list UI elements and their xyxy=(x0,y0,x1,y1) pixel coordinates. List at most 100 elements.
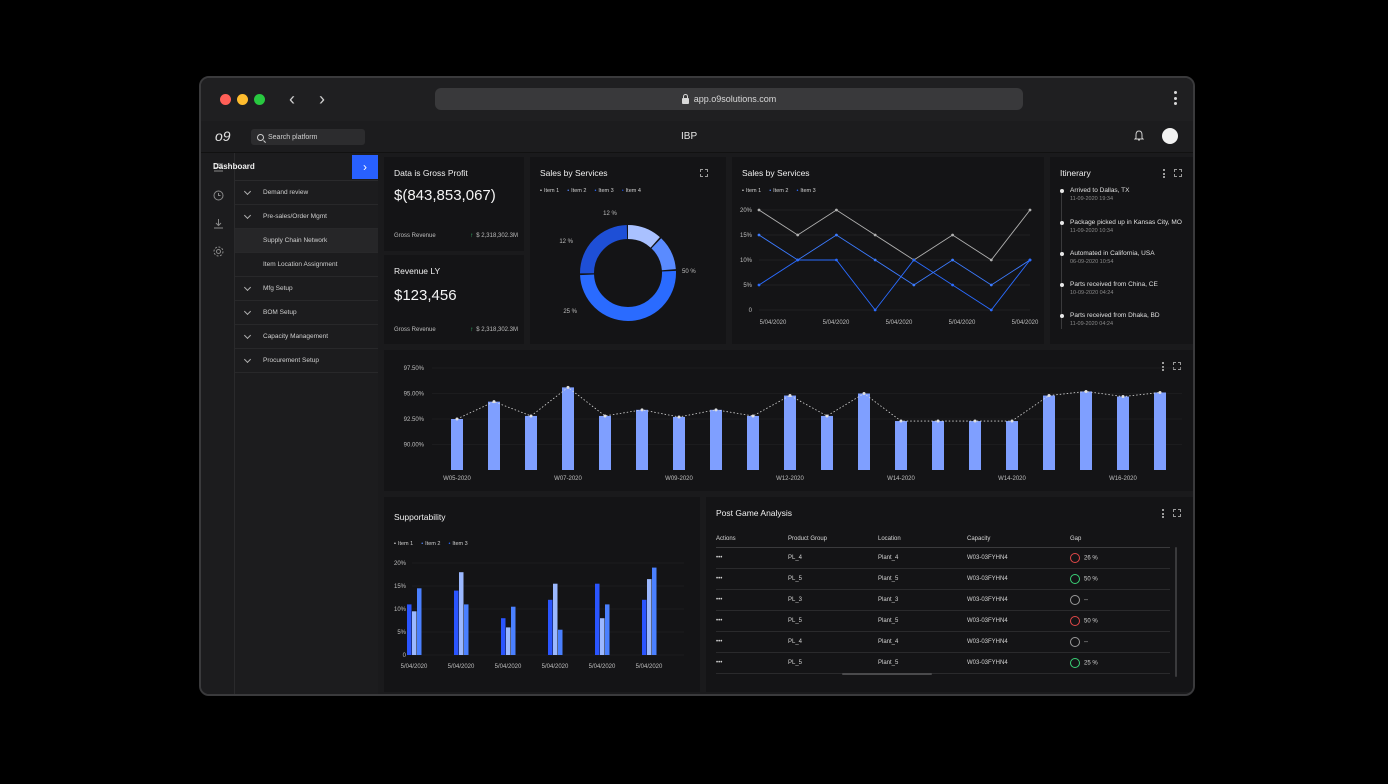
row-actions-button[interactable]: ••• xyxy=(716,589,788,611)
bar[interactable] xyxy=(506,627,511,655)
table-row[interactable]: ••• PL_4 Plant_4 W03-03FYHN4 -- xyxy=(716,631,1170,653)
sidebar-item-item-location[interactable]: Item Location Assignment xyxy=(235,253,378,277)
itinerary-item[interactable]: Package picked up in Kansas City, MO 11-0… xyxy=(1070,219,1182,234)
more-options-icon[interactable] xyxy=(1162,509,1164,518)
search-input[interactable]: Search platform xyxy=(251,129,365,145)
line-series[interactable] xyxy=(758,234,1031,286)
bar[interactable] xyxy=(599,415,611,470)
itinerary-item[interactable]: Parts received from Dhaka, BD 11-09-2020 … xyxy=(1070,312,1160,327)
row-actions-button[interactable]: ••• xyxy=(716,631,788,653)
line-point[interactable] xyxy=(912,283,916,287)
bar[interactable] xyxy=(605,604,610,655)
line-series[interactable] xyxy=(758,209,1031,261)
bar[interactable] xyxy=(525,415,537,470)
row-actions-button[interactable]: ••• xyxy=(716,547,788,569)
sidebar-item-demand-review[interactable]: Demand review xyxy=(235,181,378,205)
bar[interactable] xyxy=(710,409,722,470)
bar[interactable] xyxy=(558,629,563,655)
donut-slice[interactable] xyxy=(580,225,676,321)
minimize-window-button[interactable] xyxy=(237,94,248,105)
bar[interactable] xyxy=(895,421,907,470)
expand-icon[interactable] xyxy=(1173,509,1181,517)
row-actions-button[interactable]: ••• xyxy=(716,652,788,674)
itinerary-item[interactable]: Arrived to Dallas, TX 11-09-2020 19:34 xyxy=(1070,187,1129,202)
line-point[interactable] xyxy=(951,233,954,237)
line-point[interactable] xyxy=(873,308,877,312)
bar[interactable] xyxy=(858,393,870,471)
bar[interactable] xyxy=(636,409,648,470)
table-row[interactable]: ••• PL_3 Plant_3 W03-03FYHN4 -- xyxy=(716,589,1170,611)
browser-menu-icon[interactable] xyxy=(1174,91,1177,105)
bar[interactable] xyxy=(1080,391,1092,470)
collapse-sidebar-button[interactable]: › xyxy=(352,154,378,179)
line-point[interactable] xyxy=(835,233,838,237)
line-point[interactable] xyxy=(951,258,954,262)
table-row[interactable]: ••• PL_5 Plant_5 W03-03FYHN4 50 % xyxy=(716,568,1170,590)
sidebar-item-presales[interactable]: Pre-sales/Order Mgmt xyxy=(235,205,378,229)
clock-icon[interactable] xyxy=(213,190,224,201)
expand-icon[interactable] xyxy=(1174,169,1182,177)
expand-icon[interactable] xyxy=(1173,362,1181,370)
bar[interactable] xyxy=(501,618,506,655)
avatar[interactable] xyxy=(1162,128,1178,144)
line-point[interactable] xyxy=(989,283,993,287)
sidebar-item-capacity[interactable]: Capacity Management xyxy=(235,325,378,349)
bar[interactable] xyxy=(969,421,981,470)
line-point[interactable] xyxy=(835,258,838,262)
bar[interactable] xyxy=(451,419,463,470)
row-actions-button[interactable]: ••• xyxy=(716,568,788,590)
bar[interactable] xyxy=(747,415,759,470)
bar[interactable] xyxy=(412,611,417,655)
bar[interactable] xyxy=(932,421,944,470)
download-icon[interactable] xyxy=(213,218,224,229)
forward-arrow-icon[interactable]: › xyxy=(319,89,325,109)
bar[interactable] xyxy=(1117,396,1129,470)
bar[interactable] xyxy=(511,606,516,655)
bar[interactable] xyxy=(642,599,647,655)
column-header[interactable]: Capacity xyxy=(967,531,1070,548)
line-point[interactable] xyxy=(757,233,761,237)
bar[interactable] xyxy=(600,618,605,655)
table-row[interactable]: ••• PL_4 Plant_4 W03-03FYHN4 26 % xyxy=(716,547,1170,569)
bar[interactable] xyxy=(595,583,600,655)
bar[interactable] xyxy=(647,579,652,655)
line-point[interactable] xyxy=(989,258,993,262)
line-point[interactable] xyxy=(796,258,800,262)
bar[interactable] xyxy=(454,590,459,655)
back-arrow-icon[interactable]: ‹ xyxy=(289,89,295,109)
line-point[interactable] xyxy=(951,283,954,287)
itinerary-item[interactable]: Parts received from China, CE 10-09-2020 … xyxy=(1070,281,1158,296)
donut-slice[interactable] xyxy=(580,225,676,321)
bar[interactable] xyxy=(548,599,553,655)
row-actions-button[interactable]: ••• xyxy=(716,610,788,632)
bar[interactable] xyxy=(464,604,469,655)
line-point[interactable] xyxy=(873,258,877,262)
menu-icon[interactable] xyxy=(213,162,224,173)
bell-icon[interactable] xyxy=(1134,130,1144,142)
sidebar-item-procurement[interactable]: Procurement Setup xyxy=(235,349,378,373)
column-header[interactable]: Actions xyxy=(716,531,788,548)
horizontal-scrollbar[interactable] xyxy=(842,673,932,675)
line-series[interactable] xyxy=(758,259,1031,311)
column-header[interactable]: Product Group xyxy=(788,531,878,548)
column-header[interactable]: Gap xyxy=(1070,531,1170,548)
bar[interactable] xyxy=(784,395,796,470)
line-point[interactable] xyxy=(989,308,993,312)
line-point[interactable] xyxy=(912,258,916,262)
line-point[interactable] xyxy=(1028,208,1032,212)
close-window-button[interactable] xyxy=(220,94,231,105)
vertical-scrollbar[interactable] xyxy=(1175,547,1177,677)
table-row[interactable]: ••• PL_5 Plant_5 W03-03FYHN4 50 % xyxy=(716,610,1170,632)
line-point[interactable] xyxy=(1028,258,1032,262)
maximize-window-button[interactable] xyxy=(254,94,265,105)
table-row[interactable]: ••• PL_5 Plant_5 W03-03FYHN4 25 % xyxy=(716,652,1170,674)
bar[interactable] xyxy=(673,416,685,470)
more-options-icon[interactable] xyxy=(1162,362,1164,371)
bar[interactable] xyxy=(1043,395,1055,470)
line-point[interactable] xyxy=(757,208,761,212)
url-bar[interactable]: app.o9solutions.com xyxy=(435,88,1023,110)
more-options-icon[interactable] xyxy=(1163,169,1165,178)
o9-logo[interactable]: o9 xyxy=(215,128,231,144)
column-header[interactable]: Location xyxy=(878,531,967,548)
bar[interactable] xyxy=(562,387,574,470)
